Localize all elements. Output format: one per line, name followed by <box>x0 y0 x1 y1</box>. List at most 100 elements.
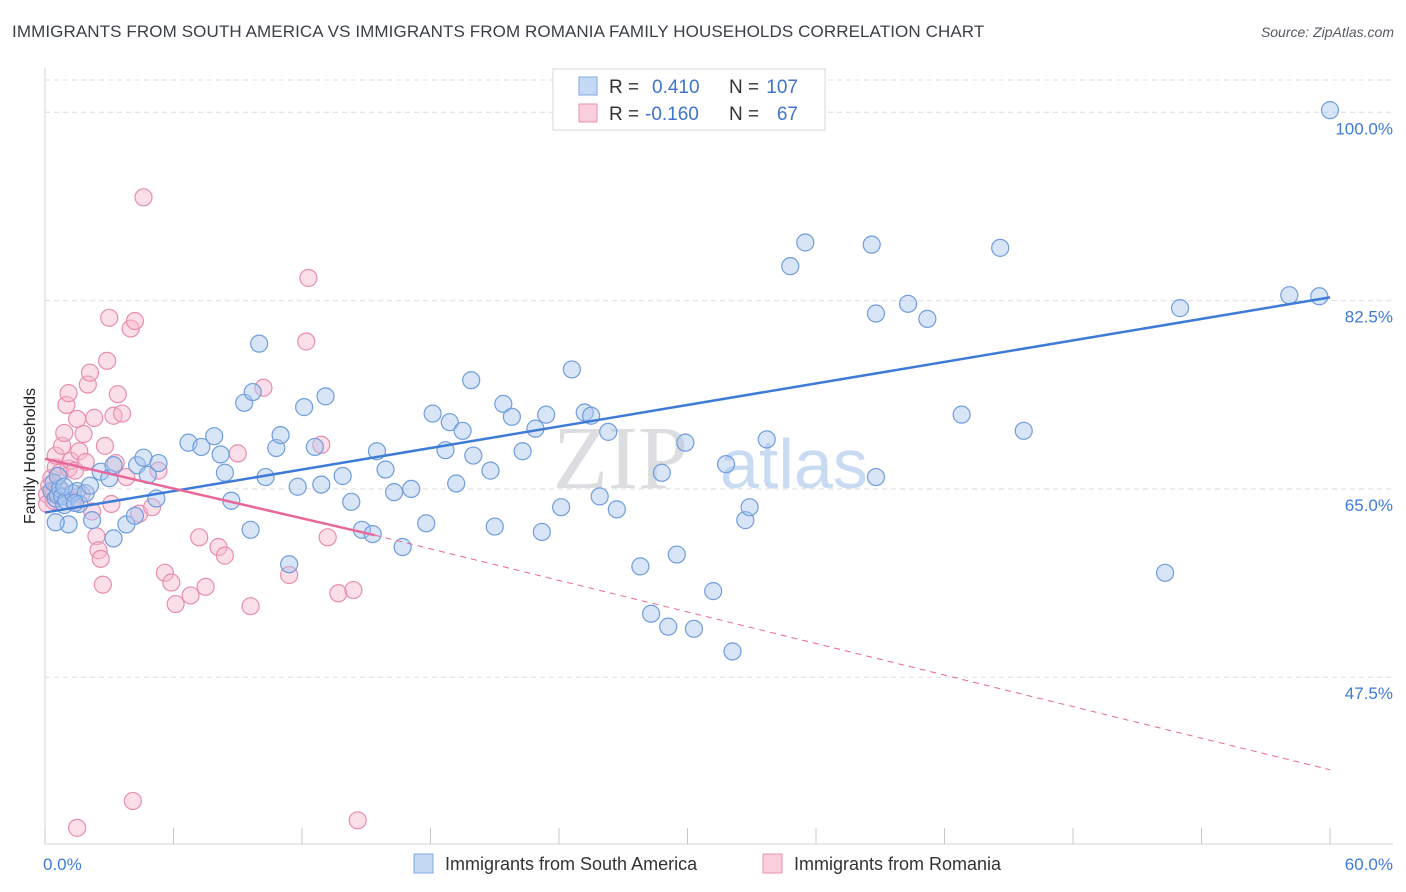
watermark-atlas: atlas <box>720 425 868 503</box>
point-south-america-56 <box>440 413 459 432</box>
point-romania-11 <box>55 423 74 443</box>
point-south-america-33 <box>243 382 262 402</box>
point-south-america-51 <box>393 537 412 557</box>
point-romania-41 <box>134 188 153 207</box>
trend-line-south-america <box>44 296 1331 514</box>
point-south-america-68 <box>537 405 556 424</box>
point-south-america-54 <box>423 404 442 423</box>
point-south-america-77 <box>641 604 661 623</box>
point-south-america-108 <box>46 513 65 532</box>
point-south-america-34 <box>250 334 269 353</box>
point-romania-23 <box>78 375 97 394</box>
point-south-america-102 <box>1280 286 1299 305</box>
point-south-america-84 <box>716 455 736 474</box>
point-south-america-45 <box>342 492 361 511</box>
point-south-america-100 <box>1170 299 1190 318</box>
point-south-america-65 <box>513 442 532 461</box>
point-south-america-81 <box>676 433 695 452</box>
legend-swatch-south-america <box>578 76 598 96</box>
x-tick-label-min: 0.0% <box>43 855 82 874</box>
point-south-america-107 <box>55 477 74 496</box>
series-legend-label-romania: Immigrants from Romania <box>794 854 1002 874</box>
point-south-america-104 <box>104 456 123 475</box>
point-south-america-92 <box>866 467 886 487</box>
point-romania-60 <box>329 584 348 603</box>
point-romania-39 <box>125 311 145 331</box>
point-south-america-85 <box>723 642 742 661</box>
point-romania-13 <box>59 384 78 403</box>
point-south-america-67 <box>532 522 551 542</box>
point-romania-42 <box>142 498 162 517</box>
point-romania-18 <box>68 409 87 429</box>
stats-legend-box <box>552 68 826 131</box>
point-south-america-57 <box>447 474 466 493</box>
point-romania-51 <box>215 546 234 565</box>
point-south-america-94 <box>898 294 918 313</box>
point-south-america-78 <box>652 463 671 482</box>
legend-n-label-2: N = <box>729 104 759 125</box>
point-romania-9 <box>50 463 70 482</box>
point-south-america-17 <box>104 529 123 548</box>
chart-title: IMMIGRANTS FROM SOUTH AMERICA VS IMMIGRA… <box>12 22 985 41</box>
point-south-america-97 <box>991 238 1010 257</box>
point-south-america-50 <box>384 483 404 502</box>
point-south-america-44 <box>333 466 352 486</box>
point-romania-32 <box>100 308 119 327</box>
point-romania-35 <box>108 385 127 404</box>
point-south-america-39 <box>288 477 307 496</box>
point-south-america-32 <box>241 520 260 539</box>
point-south-america-96 <box>952 405 971 424</box>
point-south-america-63 <box>494 394 513 413</box>
point-romania-55 <box>280 565 299 585</box>
point-south-america-91 <box>862 235 881 254</box>
y-tick-label-1: 65.0% <box>1345 496 1393 515</box>
point-south-america-61 <box>481 461 500 480</box>
point-romania-52 <box>228 444 247 463</box>
legend-r-value-1: 0.410 <box>652 77 700 98</box>
point-south-america-95 <box>918 309 937 328</box>
x-tick-label-max: 60.0% <box>1345 855 1393 874</box>
y-axis-tick-labels: 47.5% 65.0% 82.5% 100.0% <box>1335 119 1393 703</box>
point-south-america-28 <box>215 463 234 482</box>
point-romania-63 <box>102 494 121 514</box>
point-south-america-53 <box>417 514 436 533</box>
point-romania-31 <box>98 351 117 370</box>
point-romania-30 <box>93 575 112 594</box>
point-south-america-62 <box>485 517 504 536</box>
point-south-america-80 <box>667 545 686 564</box>
point-south-america-98 <box>1014 421 1033 440</box>
point-south-america-70 <box>562 360 581 379</box>
point-romania-44 <box>155 563 175 582</box>
series-legend-swatch-south-america <box>413 853 434 874</box>
x-axis-ticks <box>44 828 1331 844</box>
point-south-america-52 <box>402 479 421 499</box>
point-south-america-40 <box>295 398 314 417</box>
point-romania-56 <box>297 332 316 351</box>
point-romania-36 <box>112 404 132 423</box>
point-romania-66 <box>348 811 367 830</box>
point-south-america-58 <box>453 421 472 440</box>
point-south-america-75 <box>607 500 626 519</box>
point-south-america-69 <box>552 498 571 517</box>
point-south-america-101 <box>1320 101 1340 120</box>
point-south-america-73 <box>590 487 609 506</box>
point-south-america-93 <box>866 304 886 323</box>
point-south-america-103 <box>1310 287 1329 306</box>
point-romania-19 <box>70 442 89 461</box>
point-romania-43 <box>149 461 168 480</box>
legend-n-value-2: 67 <box>777 104 798 125</box>
trend-line-romania-extension <box>374 534 1331 771</box>
point-romania-49 <box>196 577 215 596</box>
point-south-america-79 <box>659 617 678 636</box>
point-south-america-43 <box>316 387 335 406</box>
legend-r-label-2: R = <box>609 104 639 125</box>
legend-swatch-romania <box>578 103 598 123</box>
trend-lines <box>44 296 1331 771</box>
point-south-america-76 <box>631 557 650 576</box>
watermark-zip: ZIP <box>553 409 688 508</box>
point-south-america-89 <box>796 233 815 252</box>
legend-r-value-2: -0.160 <box>645 104 699 125</box>
point-romania-54 <box>254 378 273 397</box>
legend-n-label-1: N = <box>729 77 759 98</box>
point-south-america-42 <box>312 475 331 494</box>
